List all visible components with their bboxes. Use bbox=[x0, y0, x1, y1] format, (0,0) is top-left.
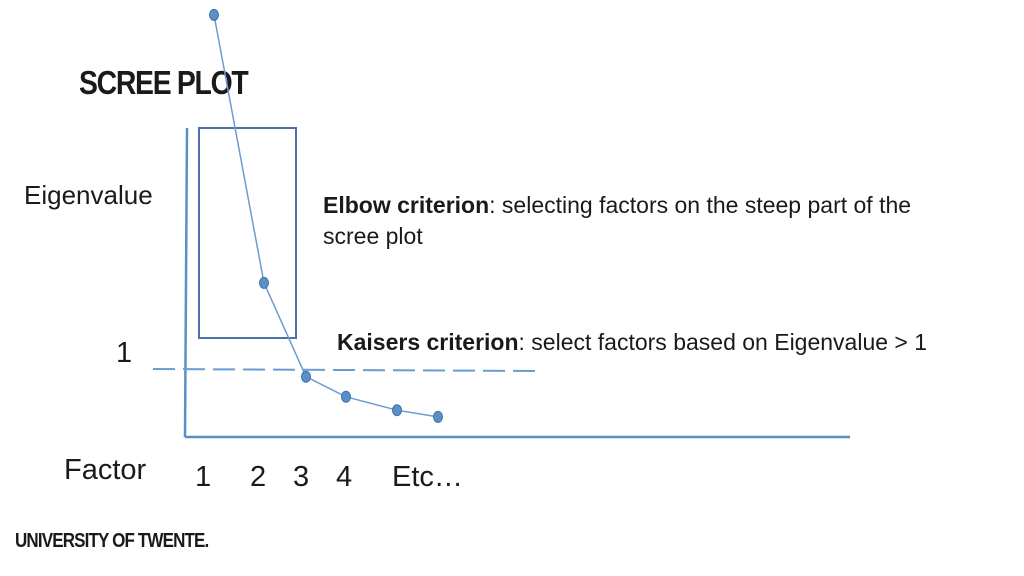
x-tick-label: 2 bbox=[250, 461, 266, 493]
x-tick-label: 4 bbox=[336, 461, 352, 493]
data-point-factor-1 bbox=[209, 8, 219, 21]
kaiser-criterion-text: : select factors based on Eigenvalue > 1 bbox=[518, 329, 928, 355]
elbow-criterion-note: Elbow criterion: selecting factors on th… bbox=[323, 190, 948, 252]
data-point-factor-5 bbox=[392, 404, 402, 417]
data-point-factor-6 bbox=[433, 410, 443, 423]
x-tick-label: 1 bbox=[195, 461, 211, 493]
x-tick-label: 3 bbox=[293, 461, 309, 493]
scree-series-line bbox=[213, 14, 439, 418]
y-axis-label: Eigenvalue bbox=[24, 180, 153, 210]
kaiser-reference-line bbox=[152, 368, 536, 372]
page-title: SCREE PLOT bbox=[79, 64, 249, 101]
data-point-factor-3 bbox=[301, 370, 311, 383]
university-logo-text: UNIVERSITY OF TWENTE. bbox=[15, 530, 209, 552]
kaiser-criterion-note: Kaisers criterion: select factors based … bbox=[337, 327, 1017, 358]
data-point-factor-4 bbox=[341, 390, 351, 403]
elbow-criterion-text: : selecting factors on the steep part of… bbox=[323, 192, 912, 249]
kaiser-criterion-term: Kaisers criterion bbox=[337, 329, 519, 355]
x-tick-label: Etc… bbox=[392, 461, 463, 493]
elbow-criterion-term: Elbow criterion bbox=[323, 192, 490, 218]
elbow-highlight-box bbox=[198, 127, 297, 339]
x-axis-label: Factor bbox=[64, 454, 147, 486]
data-point-factor-2 bbox=[259, 276, 269, 289]
y-tick-label: 1 bbox=[116, 337, 132, 369]
y-axis bbox=[183, 127, 189, 438]
